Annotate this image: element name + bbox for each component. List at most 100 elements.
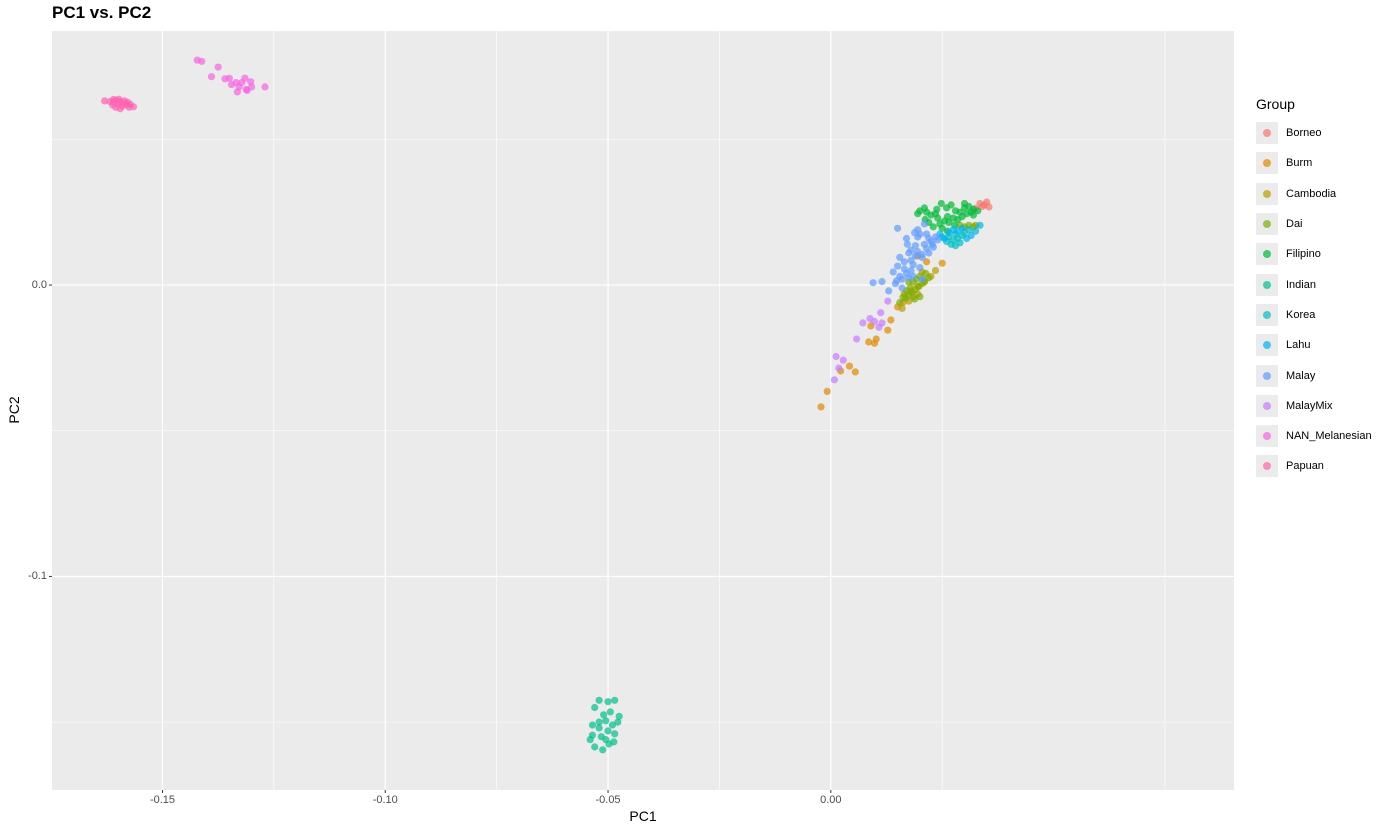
data-point	[591, 743, 599, 751]
data-point	[951, 242, 960, 250]
data-point	[896, 253, 904, 261]
legend-item: NAN_Melanesian	[1256, 421, 1372, 451]
data-point	[112, 103, 120, 111]
data-point	[965, 226, 973, 234]
data-point	[898, 304, 906, 312]
data-point	[207, 73, 216, 81]
legend-marker	[1263, 280, 1271, 289]
data-point	[907, 266, 915, 275]
legend-label: Cambodia	[1286, 187, 1337, 200]
data-point	[121, 100, 129, 108]
legend-key	[1256, 152, 1278, 175]
data-point	[865, 338, 873, 346]
data-point	[599, 746, 607, 754]
legend-label: NAN_Melanesian	[1286, 430, 1372, 443]
chart-title: PC1 vs. PC2	[52, 3, 152, 22]
legend: Group Borneo Burm Cambodia Dai Filipino India…	[1256, 96, 1372, 482]
data-point	[925, 274, 933, 282]
legend-item: Malay	[1256, 360, 1372, 390]
data-point	[916, 264, 924, 272]
data-point	[898, 284, 906, 292]
data-point	[929, 223, 937, 231]
data-point	[595, 724, 603, 732]
data-point	[835, 364, 843, 372]
legend-item: Filipino	[1256, 239, 1372, 269]
plot-panel	[52, 31, 1234, 790]
data-point	[885, 287, 893, 295]
data-point	[967, 231, 975, 240]
data-point	[972, 227, 980, 235]
data-point	[610, 738, 618, 746]
data-point	[902, 234, 911, 243]
data-point	[604, 698, 612, 706]
x-tick-label: -0.05	[595, 794, 621, 806]
legend-label: Borneo	[1286, 127, 1322, 140]
data-point	[875, 323, 883, 331]
data-point	[595, 718, 603, 726]
legend-marker	[1263, 129, 1271, 138]
data-point	[615, 712, 623, 720]
data-point	[887, 316, 895, 324]
data-point	[129, 103, 138, 111]
data-point	[884, 297, 892, 305]
data-point	[974, 207, 982, 215]
data-point	[907, 246, 915, 254]
data-point	[938, 259, 946, 267]
data-point	[958, 224, 966, 232]
data-point	[101, 97, 109, 105]
data-point	[920, 204, 929, 212]
data-point	[911, 229, 919, 237]
y-axis-label: PC2	[6, 396, 22, 424]
data-point	[983, 198, 991, 206]
data-point	[918, 275, 926, 283]
data-point	[817, 403, 825, 411]
legend-label: Lahu	[1286, 339, 1311, 352]
legend-item: Cambodia	[1256, 179, 1372, 209]
data-point	[595, 696, 603, 704]
data-point	[602, 717, 610, 725]
legend-key	[1256, 213, 1278, 236]
data-point	[923, 258, 931, 266]
data-point	[923, 245, 931, 253]
data-point	[960, 199, 969, 208]
data-point	[614, 718, 622, 726]
data-point	[976, 221, 984, 229]
data-point	[602, 736, 610, 744]
data-point	[931, 210, 940, 218]
data-point	[608, 721, 617, 729]
data-point	[889, 268, 897, 276]
legend-label: Malay	[1286, 369, 1316, 382]
legend-label: Korea	[1286, 308, 1316, 321]
data-point	[591, 703, 599, 712]
data-point	[823, 387, 831, 395]
data-point	[945, 218, 953, 226]
data-point	[606, 708, 614, 716]
legend-marker	[1263, 189, 1271, 198]
legend-marker	[1263, 220, 1271, 229]
legend-item: Borneo	[1256, 118, 1372, 148]
grid-minor	[52, 31, 1234, 790]
axis-ticks	[49, 284, 832, 793]
data-point	[937, 199, 945, 208]
data-point	[877, 309, 885, 317]
legend-label: Papuan	[1286, 460, 1324, 473]
legend-label: Filipino	[1286, 248, 1321, 261]
legend-key	[1256, 122, 1278, 145]
legend-key	[1256, 425, 1278, 448]
y-tick-label: -0.1	[28, 570, 47, 583]
data-point	[943, 213, 952, 221]
data-point	[936, 220, 944, 228]
data-point	[247, 78, 255, 86]
data-point	[225, 74, 233, 82]
legend-key	[1256, 303, 1278, 326]
data-point	[198, 57, 206, 65]
data-point	[894, 224, 902, 232]
data-point	[851, 368, 859, 376]
x-tick-label: -0.10	[372, 794, 398, 806]
data-point	[869, 279, 877, 287]
data-point	[853, 335, 861, 343]
legend-item: Burm	[1256, 148, 1372, 178]
data-point	[884, 326, 892, 334]
data-point	[604, 727, 612, 735]
legend-item: Korea	[1256, 300, 1372, 330]
